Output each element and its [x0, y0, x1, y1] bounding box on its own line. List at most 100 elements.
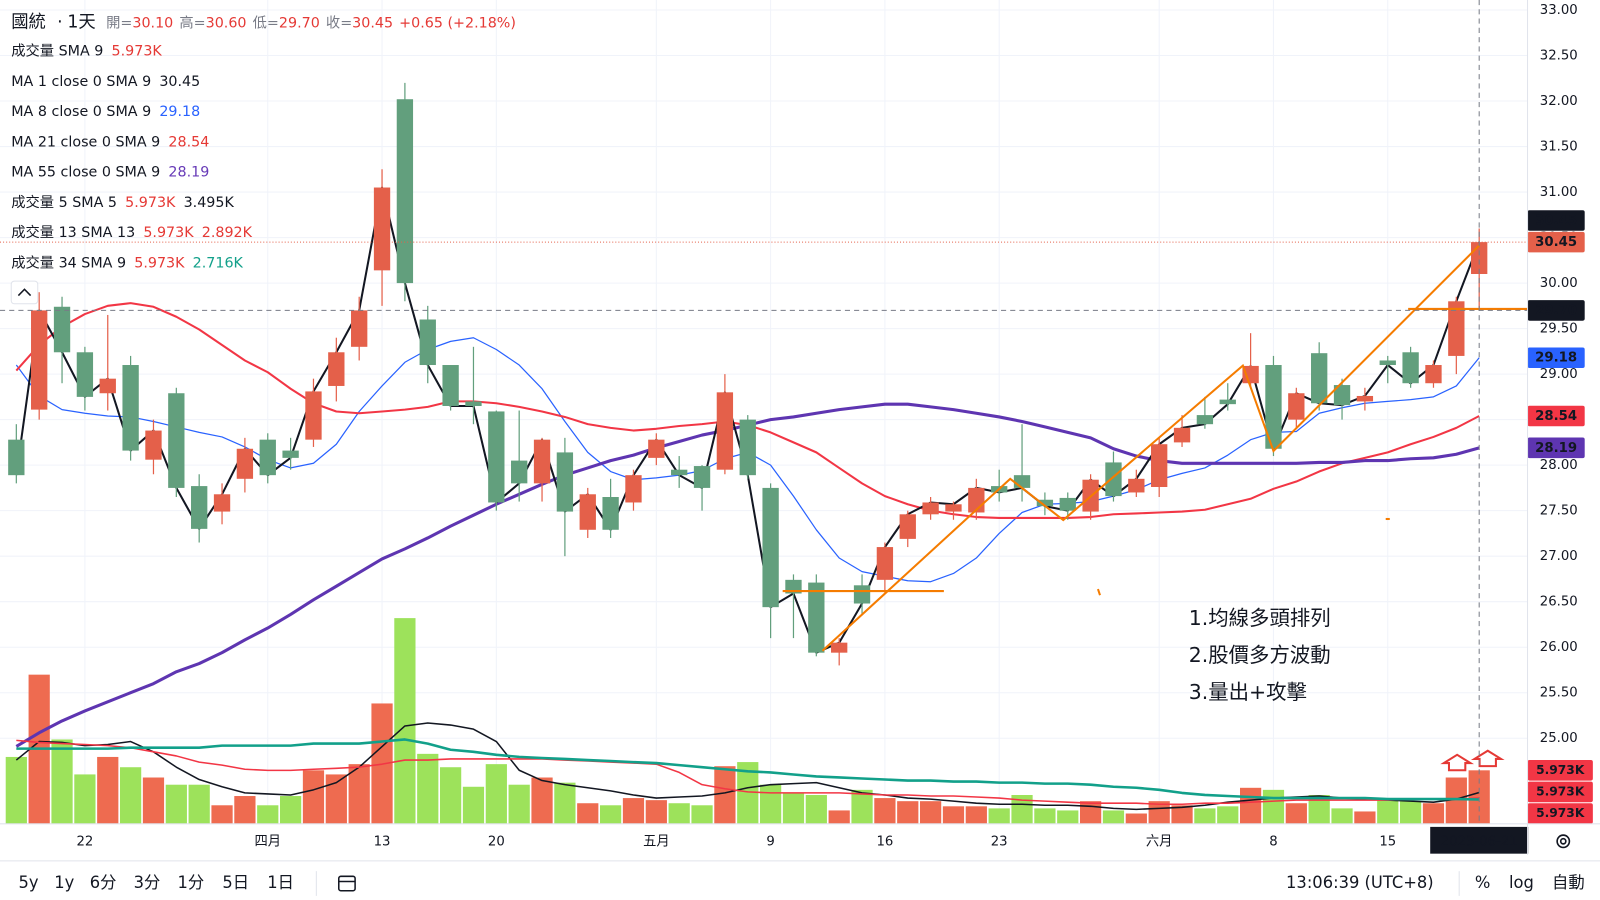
legend-value: 5.973K	[143, 225, 194, 241]
volume-bar	[1034, 808, 1056, 824]
volume-bar	[554, 782, 576, 824]
price-badge-label: 29.18	[1535, 351, 1577, 366]
candle-body	[1036, 499, 1054, 507]
volume-bar	[302, 770, 325, 824]
candle-body	[442, 365, 459, 406]
legend-collapse[interactable]	[10, 280, 39, 305]
volume-bar	[280, 796, 302, 824]
volume-bar	[1445, 777, 1467, 824]
legend-row: 成交量 SMA 9 5.973K	[11, 41, 162, 59]
drawings	[782, 244, 1528, 772]
candle-body	[1105, 462, 1122, 497]
settings-icon[interactable]	[1556, 834, 1571, 849]
candle-body	[236, 448, 254, 479]
volume-bar	[1331, 808, 1353, 824]
price-badge	[1527, 210, 1585, 231]
candle-body	[168, 393, 185, 488]
volume-ma-line	[16, 739, 1480, 806]
candle-body	[899, 514, 916, 539]
volume-bar	[920, 801, 942, 824]
range-button[interactable]: 5日	[222, 873, 249, 892]
ohlc-part: 29.70	[279, 16, 320, 32]
candle-body	[533, 439, 551, 484]
legend-name: 成交量 13 SMA 13	[11, 223, 135, 241]
y-tick-label: 27.00	[1540, 549, 1578, 564]
candle-body	[465, 401, 482, 406]
volume-bar	[142, 777, 165, 824]
volume-ma-line	[16, 738, 1480, 801]
range-button[interactable]: 6分	[90, 873, 117, 892]
price-badge	[1527, 231, 1585, 253]
volume-bar	[462, 786, 485, 824]
volume-bar	[737, 762, 759, 824]
candle-body	[1196, 415, 1214, 425]
x-tick-label: 13	[374, 834, 391, 849]
lines-layer	[15, 186, 1481, 811]
candle-body	[625, 475, 642, 503]
percent-toggle[interactable]: %	[1475, 873, 1491, 892]
volume-bar	[257, 805, 279, 824]
candle-body	[191, 486, 208, 529]
legend-name: MA 1 close 0 SMA 9	[11, 74, 151, 90]
candle-body	[945, 504, 962, 512]
candle-body	[762, 487, 779, 608]
legend-value: 3.495K	[184, 195, 235, 211]
legend-value: 5.973K	[112, 43, 163, 59]
volume-bar	[1171, 805, 1193, 824]
volume-bar	[97, 756, 119, 824]
volume-bar	[394, 618, 416, 824]
range-button[interactable]: 1y	[54, 873, 74, 892]
log-toggle[interactable]: log	[1509, 873, 1534, 892]
y-tick-label: 32.00	[1540, 94, 1578, 109]
grid-layer: 33.0032.5032.0031.5031.0030.5030.0029.50…	[0, 0, 1578, 854]
calendar-icon[interactable]	[338, 875, 356, 892]
volume-bar	[417, 753, 439, 824]
x-tick-label: 16	[876, 834, 893, 849]
volume-bar	[74, 774, 96, 824]
y-tick-label: 29.50	[1540, 322, 1578, 337]
volume-bar	[851, 789, 873, 824]
volume-bar	[645, 800, 667, 824]
candle-body	[1379, 360, 1396, 366]
x-tick-label: 23	[991, 834, 1008, 849]
range-button[interactable]: 1分	[177, 873, 204, 892]
legend-name: MA 21 close 0 SMA 9	[11, 134, 160, 150]
candle-body	[556, 452, 574, 512]
collapse-button	[10, 280, 39, 305]
legend-row: 成交量 5 SMA 5 5.973K 3.495K	[11, 193, 234, 211]
range-button[interactable]: 1日	[267, 873, 294, 892]
candle-body	[853, 585, 871, 604]
y-tick-label: 32.50	[1540, 48, 1578, 63]
x-tick-label: 15	[1379, 834, 1396, 849]
volume-bar	[805, 795, 827, 824]
candle-body	[373, 187, 391, 271]
arrow-drawing	[1440, 753, 1475, 772]
candle-body	[831, 642, 848, 653]
volume-bar	[828, 810, 850, 824]
auto-toggle[interactable]: 自動	[1552, 873, 1585, 892]
trend-drawing	[821, 244, 1481, 652]
price-badge-label: 30.45	[1535, 235, 1577, 250]
y-tick-label: 26.00	[1540, 640, 1578, 655]
symbol: 國統	[11, 13, 46, 33]
y-tick-label: 31.50	[1540, 140, 1578, 155]
volume-bar	[325, 774, 347, 824]
arrow-drawing	[1470, 749, 1505, 768]
candle-body	[922, 502, 939, 515]
volume-bar	[874, 798, 896, 824]
range-button[interactable]: 5y	[19, 873, 39, 892]
ohlc-part: 高=	[179, 15, 205, 32]
candle-body	[1265, 365, 1282, 449]
x-tick-label: 8	[1269, 834, 1277, 849]
volume-bar	[188, 784, 210, 824]
y-tick-label: 28.00	[1540, 458, 1578, 473]
candle-body	[1448, 301, 1465, 356]
ohlc-part: 收=	[326, 15, 352, 32]
x-tick-label: 四月	[254, 834, 281, 849]
volume-bar	[1217, 806, 1239, 824]
volume-bar	[897, 801, 919, 824]
volume-bar	[234, 796, 256, 824]
range-button[interactable]: 3分	[134, 873, 161, 892]
